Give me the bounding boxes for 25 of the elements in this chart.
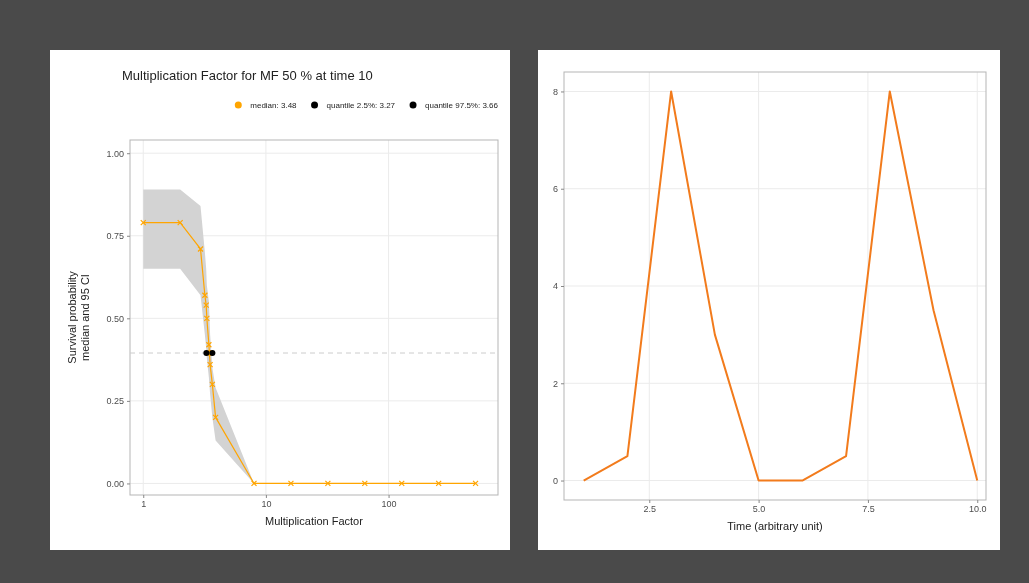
y-tick-label: 0.75 (106, 231, 124, 242)
line-series (582, 90, 979, 482)
x-tick-label: 1 (141, 499, 147, 510)
y-tick-label: 2 (552, 378, 558, 389)
y-tick-label: 0.00 (106, 478, 124, 489)
y-tick-label: 0 (552, 475, 558, 486)
legend-label: quantile 2.5%: 3.27 (326, 101, 396, 110)
y-tick-label: 6 (552, 184, 558, 195)
x-tick-label: 2.5 (643, 504, 657, 515)
legend-label: median: 3.48 (250, 101, 298, 110)
legend-label: quantile 97.5%: 3.66 (425, 101, 499, 110)
x-tick-label: 5.0 (752, 504, 766, 515)
y-axis-title: Survival probability median and 95 CI (65, 270, 91, 364)
chart-title: Multiplication Factor for MF 50 % at time 10 (122, 68, 373, 83)
y-tick-label: 4 (552, 281, 558, 292)
y-tick-label: 8 (552, 86, 558, 97)
y-tick-label: 0.25 (106, 396, 124, 407)
x-axis-title: Multiplication Factor (265, 515, 364, 527)
y-tick-label: 0.50 (106, 313, 124, 324)
y-tick-label: 1.00 (106, 148, 124, 159)
x-tick-label: 7.5 (862, 504, 875, 515)
x-axis-title: Time (arbitrary unit) (727, 520, 823, 532)
x-tick-label: 10 (261, 499, 272, 510)
x-tick-label: 100 (381, 499, 397, 510)
x-tick-label: 10.0 (968, 504, 987, 515)
